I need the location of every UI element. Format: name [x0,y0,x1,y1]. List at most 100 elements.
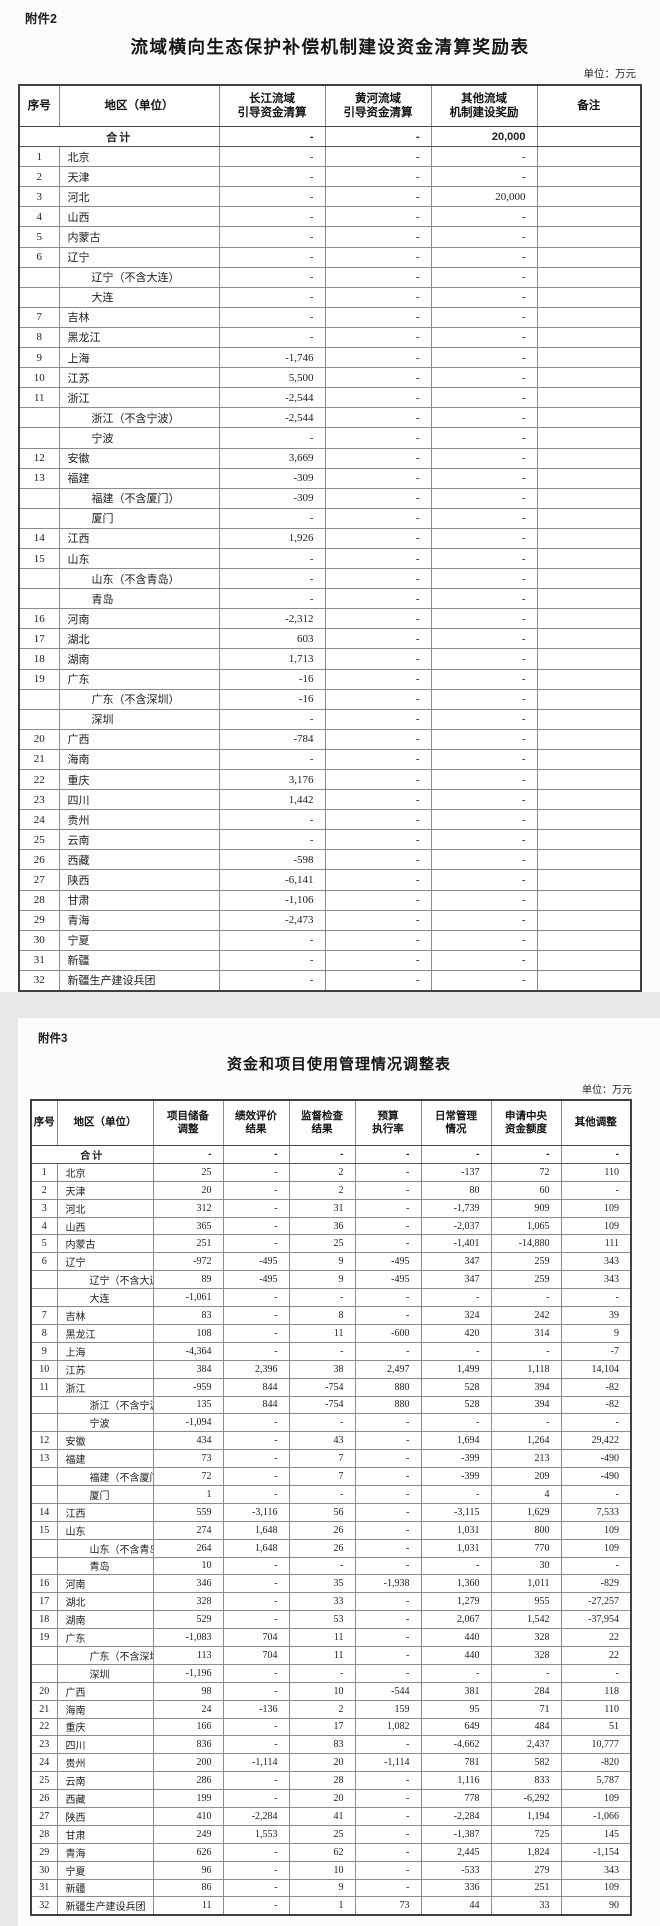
table-row: 12 安徽 3,669- - [18,447,642,469]
value-cell: 24 [152,1699,224,1719]
value-cell: 26 [288,1538,356,1558]
seq-cell: 10 [30,1359,58,1379]
value-cell: - [490,1413,562,1433]
region-cell: 宁夏 [58,929,220,951]
value-cell: - [430,467,538,489]
region-cell: 山西 [56,1216,154,1236]
column-header: 序号 [18,84,60,127]
value-cell: - [354,1288,422,1308]
value-cell: - [430,668,538,690]
value-cell: 199 [152,1789,224,1808]
table-row: 4 山西 365-36- -2,037 1,065 109 [30,1216,632,1236]
region-cell: 深圳 [56,1663,154,1683]
value-cell: - [354,1538,422,1558]
total-label-cell: 合计 [18,125,220,148]
value-cell: 110 [560,1162,632,1182]
value-cell: -598 [218,849,326,871]
value-cell [536,447,642,469]
value-cell: - [222,1663,290,1683]
table-row: 20 广西 -784- - [18,728,642,750]
seq-cell: 30 [18,929,60,951]
seq-cell [30,1538,58,1558]
seq-cell: 28 [30,1824,58,1844]
value-cell: -1,114 [354,1753,422,1773]
table-row: 29 青海 626-62-2,445 1,824 -1,154 [30,1842,632,1862]
value-cell: - [354,1610,422,1630]
region-cell: 重庆 [58,768,220,791]
value-cell: - [420,1484,492,1504]
table-row: 10 江苏 384 2,396 38 2,497 1,499 1,118 14,104 [30,1359,632,1379]
value-cell: - [354,1502,422,1522]
value-cell: - [218,286,326,308]
value-cell: 7 [288,1449,356,1469]
region-cell: 辽宁 [56,1252,154,1272]
table-row: 17 湖北 603- - [18,628,642,650]
value-cell: - [430,768,538,791]
value-cell: 17 [288,1717,356,1737]
value-cell: 440 [420,1628,492,1647]
value-cell: 2,067 [420,1610,492,1630]
value-cell: -820 [560,1753,632,1773]
seq-cell: 20 [30,1681,58,1701]
value-cell: - [324,467,432,489]
value-cell: 14,104 [560,1359,632,1379]
value-cell: 343 [560,1860,632,1880]
value-cell [536,206,642,228]
value-cell: 259 [490,1270,562,1290]
value-cell: 1,824 [490,1842,562,1862]
seq-cell: 22 [18,768,60,791]
column-header: 绩效评价 结果 [222,1099,290,1147]
seq-cell [30,1467,58,1486]
value-cell: - [222,1610,290,1630]
value-cell: - [218,809,326,831]
value-cell: 33 [288,1592,356,1612]
seq-cell: 14 [30,1502,58,1522]
value-cell: - [560,1484,632,1504]
value-cell: - [222,1771,290,1791]
attachment-tag: 附件2 [25,12,57,26]
seq-cell: 19 [30,1628,58,1647]
value-cell: -2,473 [218,909,326,931]
table-row: 22 重庆 3,176- - [18,768,642,791]
value-cell: 880 [354,1377,422,1397]
table-row: 27 陕西 -6,141- - [18,869,642,891]
table-row: 6 辽宁 -972 -495 9 -495 347 259 343 [30,1252,632,1272]
table-row: 青岛 - - - [18,588,642,610]
region-cell: 宁波 [58,427,220,449]
value-cell: - [430,266,538,288]
value-cell: - [324,608,432,630]
value-cell: -399 [420,1467,492,1486]
page-title: 流域横向生态保护补偿机制建设资金清算奖励表 [130,37,530,57]
table-row: 山东（不含青岛） - - - [18,568,642,590]
value-cell: 20 [288,1753,356,1773]
value-cell: -136 [222,1699,290,1719]
seq-cell [18,507,60,529]
region-cell: 海南 [58,748,220,771]
value-cell: - [324,748,432,771]
value-cell: - [430,226,538,248]
seq-cell: 7 [30,1306,58,1325]
value-cell: 1,542 [490,1610,562,1630]
value-cell: 1,360 [420,1574,492,1594]
region-cell: 广东（不含深圳） [58,688,220,710]
value-cell: 781 [420,1753,492,1773]
value-cell: - [430,507,538,529]
value-cell: 90 [560,1896,632,1916]
value-cell: - [324,768,432,791]
seq-cell: 22 [30,1717,58,1737]
value-cell: - [218,246,326,268]
value-cell: 209 [490,1467,562,1486]
value-cell: 20,000 [430,186,538,208]
region-cell: 山东（不含青岛） [58,568,220,590]
value-cell: 800 [490,1520,562,1540]
value-cell: - [354,1162,422,1182]
value-cell: -4,364 [152,1341,224,1361]
region-cell: 贵州 [56,1753,154,1773]
table-row: 13 福建 73-7- -399 213 -490 [30,1449,632,1469]
seq-cell: 23 [18,789,60,811]
value-cell: 324 [420,1306,492,1325]
value-cell: -1,196 [152,1663,224,1683]
value-cell: 25 [152,1162,224,1182]
value-cell: 582 [490,1753,562,1773]
value-cell: 11 [288,1628,356,1647]
